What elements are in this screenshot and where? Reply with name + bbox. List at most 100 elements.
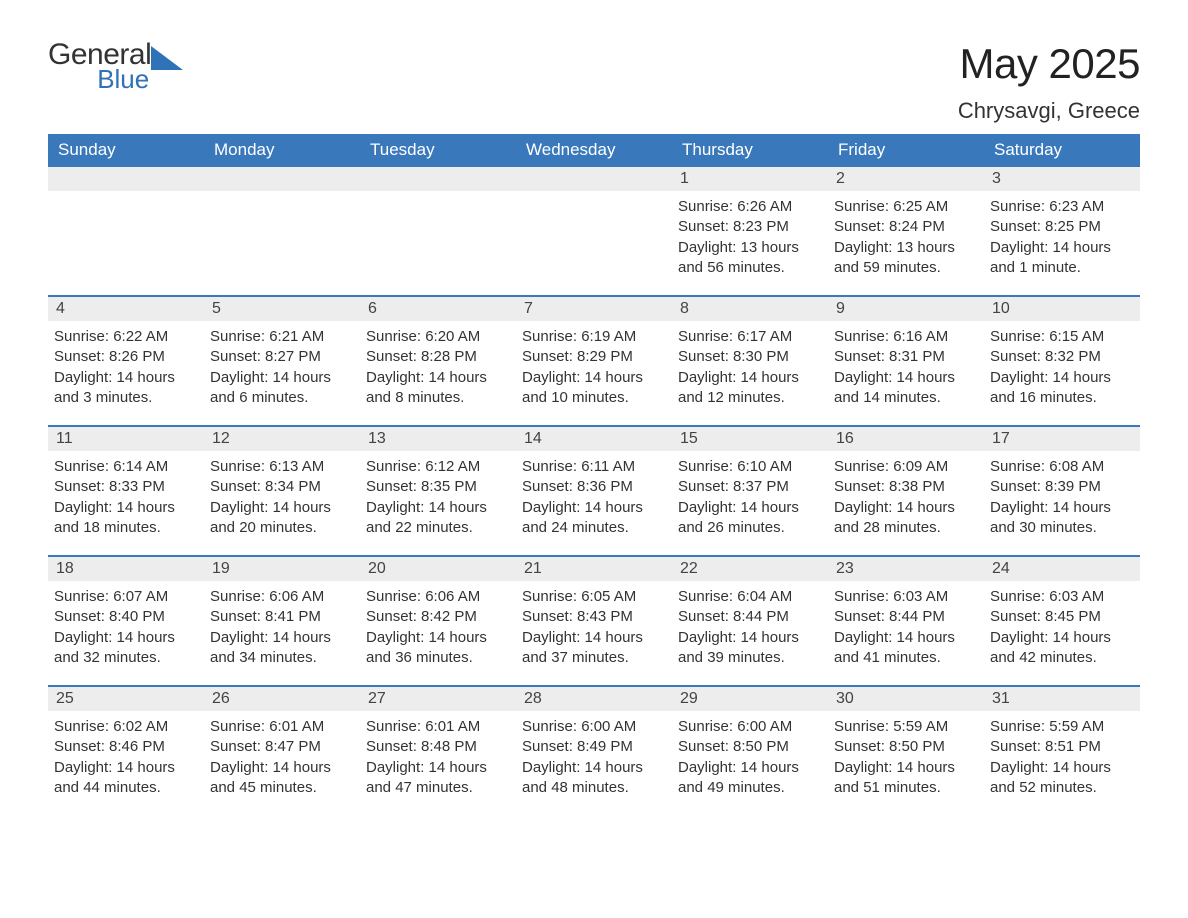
day-details: Sunrise: 6:11 AMSunset: 8:36 PMDaylight:…: [516, 451, 672, 538]
sunset-text: Sunset: 8:46 PM: [54, 737, 198, 757]
sunset-text: Sunset: 8:38 PM: [834, 477, 978, 497]
calendar-day: 3Sunrise: 6:23 AMSunset: 8:25 PMDaylight…: [984, 167, 1140, 295]
calendar-day: 1Sunrise: 6:26 AMSunset: 8:23 PMDaylight…: [672, 167, 828, 295]
day-number: 27: [360, 687, 516, 711]
weekday-header: Wednesday: [516, 134, 672, 167]
day-number: 16: [828, 427, 984, 451]
day-number: 10: [984, 297, 1140, 321]
day-details: Sunrise: 6:13 AMSunset: 8:34 PMDaylight:…: [204, 451, 360, 538]
weekday-header: Monday: [204, 134, 360, 167]
calendar-day: 27Sunrise: 6:01 AMSunset: 8:48 PMDayligh…: [360, 687, 516, 815]
day-number: 14: [516, 427, 672, 451]
day-details: Sunrise: 6:17 AMSunset: 8:30 PMDaylight:…: [672, 321, 828, 408]
day-details: Sunrise: 6:00 AMSunset: 8:50 PMDaylight:…: [672, 711, 828, 798]
calendar-body: 1Sunrise: 6:26 AMSunset: 8:23 PMDaylight…: [48, 167, 1140, 815]
calendar-day: 6Sunrise: 6:20 AMSunset: 8:28 PMDaylight…: [360, 297, 516, 425]
day-number: 11: [48, 427, 204, 451]
day-details: Sunrise: 6:05 AMSunset: 8:43 PMDaylight:…: [516, 581, 672, 668]
day-details: Sunrise: 6:00 AMSunset: 8:49 PMDaylight:…: [516, 711, 672, 798]
day-details: Sunrise: 6:03 AMSunset: 8:44 PMDaylight:…: [828, 581, 984, 668]
day-number: 2: [828, 167, 984, 191]
day-details: Sunrise: 6:14 AMSunset: 8:33 PMDaylight:…: [48, 451, 204, 538]
sunset-text: Sunset: 8:29 PM: [522, 347, 666, 367]
header-row: General Blue May 2025 Chrysavgi, Greece: [48, 40, 1140, 124]
daylight-text: Daylight: 14 hours and 3 minutes.: [54, 368, 198, 409]
sunset-text: Sunset: 8:40 PM: [54, 607, 198, 627]
calendar-day: 29Sunrise: 6:00 AMSunset: 8:50 PMDayligh…: [672, 687, 828, 815]
day-details: Sunrise: 6:02 AMSunset: 8:46 PMDaylight:…: [48, 711, 204, 798]
sunrise-text: Sunrise: 6:00 AM: [522, 717, 666, 737]
sunset-text: Sunset: 8:45 PM: [990, 607, 1134, 627]
day-number: 25: [48, 687, 204, 711]
sunrise-text: Sunrise: 6:07 AM: [54, 587, 198, 607]
title-block: May 2025 Chrysavgi, Greece: [958, 40, 1140, 124]
day-details: Sunrise: 6:10 AMSunset: 8:37 PMDaylight:…: [672, 451, 828, 538]
sunrise-text: Sunrise: 6:04 AM: [678, 587, 822, 607]
calendar-day: [204, 167, 360, 295]
calendar-week: 1Sunrise: 6:26 AMSunset: 8:23 PMDaylight…: [48, 167, 1140, 295]
sunrise-text: Sunrise: 6:26 AM: [678, 197, 822, 217]
daylight-text: Daylight: 14 hours and 12 minutes.: [678, 368, 822, 409]
daylight-text: Daylight: 14 hours and 48 minutes.: [522, 758, 666, 799]
day-number: 13: [360, 427, 516, 451]
sunrise-text: Sunrise: 6:19 AM: [522, 327, 666, 347]
calendar-day: 13Sunrise: 6:12 AMSunset: 8:35 PMDayligh…: [360, 427, 516, 555]
daylight-text: Daylight: 14 hours and 49 minutes.: [678, 758, 822, 799]
daylight-text: Daylight: 14 hours and 26 minutes.: [678, 498, 822, 539]
sunrise-text: Sunrise: 6:09 AM: [834, 457, 978, 477]
calendar-week: 25Sunrise: 6:02 AMSunset: 8:46 PMDayligh…: [48, 685, 1140, 815]
calendar-day: 26Sunrise: 6:01 AMSunset: 8:47 PMDayligh…: [204, 687, 360, 815]
sunset-text: Sunset: 8:39 PM: [990, 477, 1134, 497]
sunrise-text: Sunrise: 6:12 AM: [366, 457, 510, 477]
day-details: Sunrise: 6:16 AMSunset: 8:31 PMDaylight:…: [828, 321, 984, 408]
calendar-day: 16Sunrise: 6:09 AMSunset: 8:38 PMDayligh…: [828, 427, 984, 555]
day-details: Sunrise: 6:01 AMSunset: 8:48 PMDaylight:…: [360, 711, 516, 798]
sunset-text: Sunset: 8:23 PM: [678, 217, 822, 237]
day-details: Sunrise: 6:01 AMSunset: 8:47 PMDaylight:…: [204, 711, 360, 798]
day-number: [360, 167, 516, 191]
daylight-text: Daylight: 14 hours and 45 minutes.: [210, 758, 354, 799]
calendar-day: 18 Sunrise: 6:07 AMSunset: 8:40 PMDayligh…: [48, 557, 204, 685]
day-number: 23: [828, 557, 984, 581]
weekday-header: Sunday: [48, 134, 204, 167]
sunset-text: Sunset: 8:33 PM: [54, 477, 198, 497]
calendar-day: [516, 167, 672, 295]
calendar-day: 10Sunrise: 6:15 AMSunset: 8:32 PMDayligh…: [984, 297, 1140, 425]
location-label: Chrysavgi, Greece: [958, 98, 1140, 124]
sunset-text: Sunset: 8:36 PM: [522, 477, 666, 497]
sunset-text: Sunset: 8:35 PM: [366, 477, 510, 497]
calendar-day: 8Sunrise: 6:17 AMSunset: 8:30 PMDaylight…: [672, 297, 828, 425]
sunrise-text: Sunrise: 6:17 AM: [678, 327, 822, 347]
sunrise-text: Sunrise: 6:06 AM: [210, 587, 354, 607]
daylight-text: Daylight: 14 hours and 37 minutes.: [522, 628, 666, 669]
calendar-day: 21Sunrise: 6:05 AMSunset: 8:43 PMDayligh…: [516, 557, 672, 685]
day-number: 30: [828, 687, 984, 711]
weekday-header: Friday: [828, 134, 984, 167]
day-number: 18: [48, 557, 204, 581]
day-number: 5: [204, 297, 360, 321]
calendar-week: 18Sunrise: 6:07 AMSunset: 8:40 PMDayligh…: [48, 555, 1140, 685]
sunset-text: Sunset: 8:30 PM: [678, 347, 822, 367]
day-details: Sunrise: 6:04 AMSunset: 8:44 PMDaylight:…: [672, 581, 828, 668]
day-number: 4: [48, 297, 204, 321]
sunset-text: Sunset: 8:50 PM: [678, 737, 822, 757]
calendar-day: 14Sunrise: 6:11 AMSunset: 8:36 PMDayligh…: [516, 427, 672, 555]
calendar-day: 24Sunrise: 6:03 AMSunset: 8:45 PMDayligh…: [984, 557, 1140, 685]
calendar-day: 17Sunrise: 6:08 AMSunset: 8:39 PMDayligh…: [984, 427, 1140, 555]
sunrise-text: Sunrise: 6:10 AM: [678, 457, 822, 477]
sunrise-text: Sunrise: 6:03 AM: [990, 587, 1134, 607]
calendar-day: 19Sunrise: 6:06 AMSunset: 8:41 PMDayligh…: [204, 557, 360, 685]
day-number: 9: [828, 297, 984, 321]
sunrise-text: Sunrise: 6:25 AM: [834, 197, 978, 217]
logo: General Blue: [48, 40, 183, 92]
day-number: 26: [204, 687, 360, 711]
sunrise-text: Sunrise: 6:00 AM: [678, 717, 822, 737]
daylight-text: Daylight: 14 hours and 8 minutes.: [366, 368, 510, 409]
daylight-text: Daylight: 14 hours and 32 minutes.: [54, 628, 198, 669]
calendar-day: 9Sunrise: 6:16 AMSunset: 8:31 PMDaylight…: [828, 297, 984, 425]
sunrise-text: Sunrise: 6:06 AM: [366, 587, 510, 607]
sunset-text: Sunset: 8:44 PM: [678, 607, 822, 627]
page-title: May 2025: [958, 40, 1140, 88]
daylight-text: Daylight: 14 hours and 24 minutes.: [522, 498, 666, 539]
sunrise-text: Sunrise: 6:11 AM: [522, 457, 666, 477]
